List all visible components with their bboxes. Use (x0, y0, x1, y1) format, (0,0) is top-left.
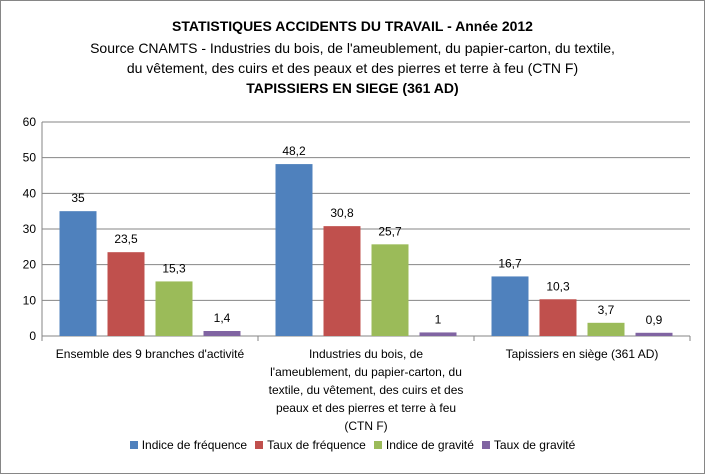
data-label: 16,7 (498, 256, 522, 270)
bar (107, 252, 145, 336)
legend-item: Indice de fréquence (129, 438, 248, 452)
bar (323, 226, 361, 336)
data-label: 1 (435, 312, 442, 326)
data-label: 35 (71, 191, 85, 205)
bar (635, 332, 673, 336)
x-category-label: Ensemble des 9 branches d'activité (56, 347, 245, 361)
y-tick-label: 20 (23, 258, 37, 272)
y-tick-label: 50 (23, 151, 37, 165)
bar (275, 164, 313, 336)
legend-label: Indice de fréquence (141, 438, 248, 452)
data-label: 3,7 (598, 303, 615, 317)
chart-title: STATISTIQUES ACCIDENTS DU TRAVAIL - Anné… (172, 18, 533, 34)
legend-swatch (373, 441, 382, 449)
legend-label: Taux de fréquence (267, 438, 366, 452)
x-category-label: Industries du bois, de l'ameublement, du … (269, 347, 464, 433)
legend-item: Indice de gravité (373, 438, 474, 452)
bar (155, 281, 193, 336)
chart-subtitle-line-1: Source CNAMTS - Industries du bois, de l… (90, 40, 615, 56)
legend-label: Taux de gravité (493, 438, 576, 452)
legend-item: Taux de gravité (481, 438, 576, 452)
bars (59, 164, 673, 336)
bar (419, 332, 457, 336)
bar (539, 299, 577, 336)
x-category-label: Tapissiers en siège (361 AD) (506, 347, 659, 361)
gridlines (41, 121, 691, 341)
y-tick-label: 60 (23, 115, 37, 129)
bar (59, 211, 97, 336)
bar (371, 244, 409, 336)
y-tick-label: 30 (23, 222, 37, 236)
data-label: 23,5 (114, 232, 138, 246)
y-axis-ticks: 0 10 20 30 40 50 60 (23, 115, 37, 343)
data-label: 15,3 (162, 261, 186, 275)
data-label: 25,7 (378, 224, 402, 238)
data-label: 48,2 (282, 144, 306, 158)
data-label: 0,9 (646, 313, 663, 327)
legend-item: Taux de fréquence (255, 438, 366, 452)
data-label: 30,8 (330, 206, 354, 220)
y-tick-label: 0 (29, 329, 36, 343)
legend-swatch (255, 441, 264, 449)
data-label: 1,4 (214, 311, 231, 325)
bar (203, 331, 241, 336)
bar (491, 276, 529, 336)
x-axis-categories: Ensemble des 9 branches d'activité Indust… (56, 347, 659, 433)
chart-subtitle-bold: TAPISSIERS EN SIEGE (361 AD) (246, 80, 459, 96)
data-labels: 35 48,2 16,7 23,5 30,8 10,3 15,3 25,7 3,7 1,4 1 0,9 (71, 144, 662, 327)
bar (587, 322, 625, 336)
legend-swatch (481, 441, 490, 449)
legend-swatch (129, 441, 138, 449)
data-label: 10,3 (546, 279, 570, 293)
chart-subtitle-line-2: du vêtement, des cuirs et des peaux et d… (126, 60, 579, 76)
y-tick-label: 40 (23, 186, 37, 200)
y-tick-label: 10 (23, 293, 37, 307)
legend-label: Indice de gravité (385, 438, 474, 452)
legend: Indice de fréquence Taux de fréquence Indi… (0, 438, 705, 452)
